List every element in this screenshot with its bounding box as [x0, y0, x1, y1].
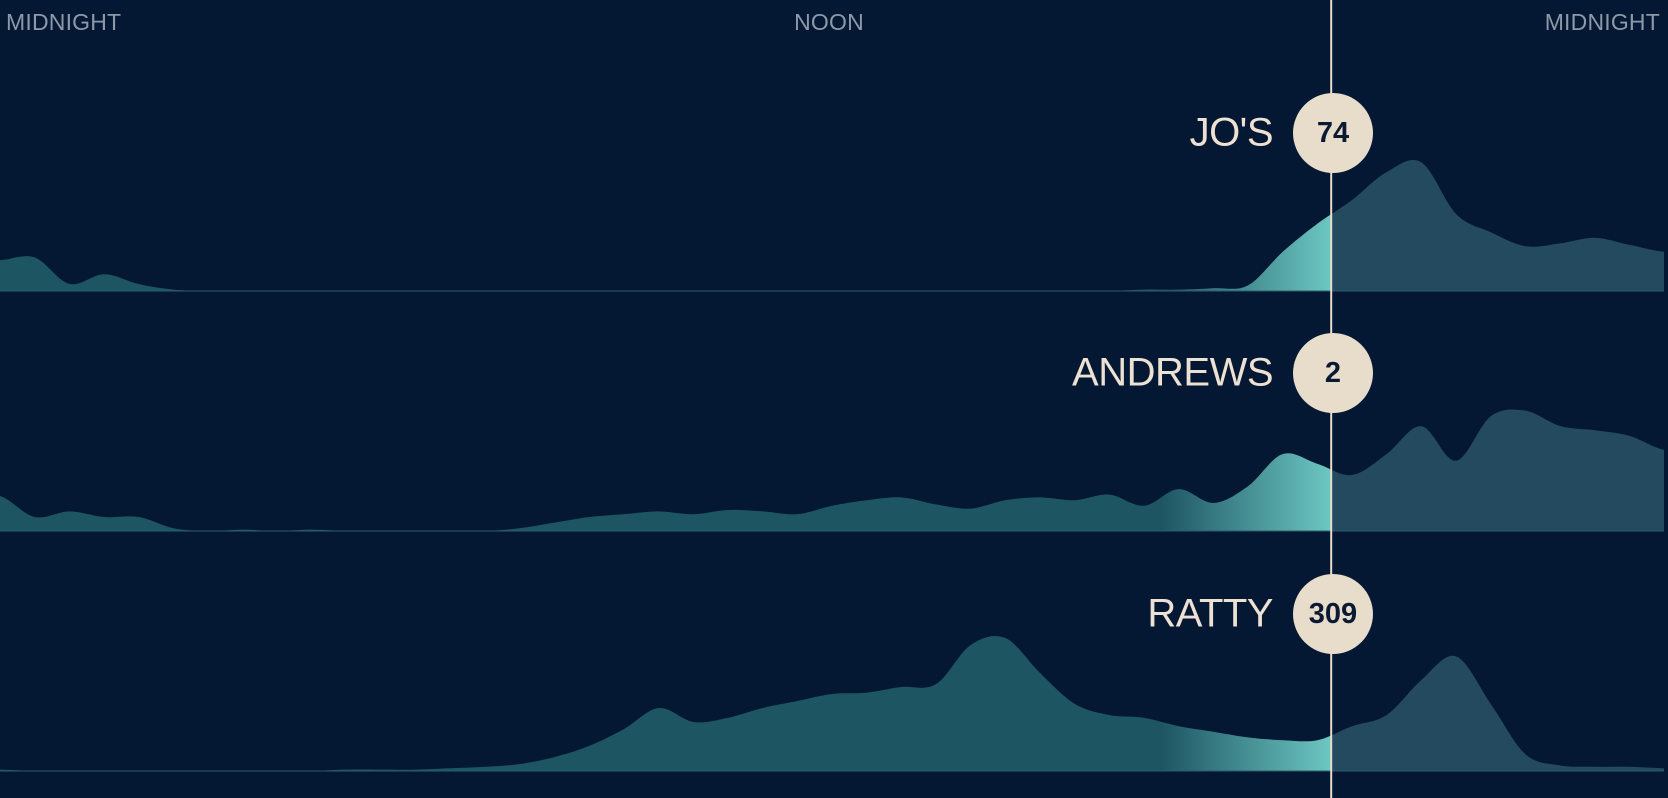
- count-badge-2: 309: [1293, 574, 1373, 654]
- location-name-1: ANDREWS: [1072, 350, 1273, 395]
- series-area-past-2: [0, 636, 1332, 771]
- series-area-past-1: [0, 453, 1332, 531]
- axis-label-left-midnight: MIDNIGHT: [6, 9, 122, 35]
- series-area-future-1: [1331, 409, 1664, 531]
- count-badge-0: 74: [1293, 93, 1373, 173]
- location-name-0: JO'S: [1189, 110, 1274, 155]
- series-area-future-2: [1331, 655, 1664, 771]
- axis-label-noon: NOON: [794, 9, 864, 35]
- location-name-2: RATTY: [1147, 591, 1273, 636]
- axis-label-right-midnight: MIDNIGHT: [1544, 9, 1660, 35]
- series-area-future-0: [1331, 159, 1664, 291]
- series-area-past-0: [0, 214, 1332, 291]
- count-badge-1: 2: [1293, 333, 1373, 413]
